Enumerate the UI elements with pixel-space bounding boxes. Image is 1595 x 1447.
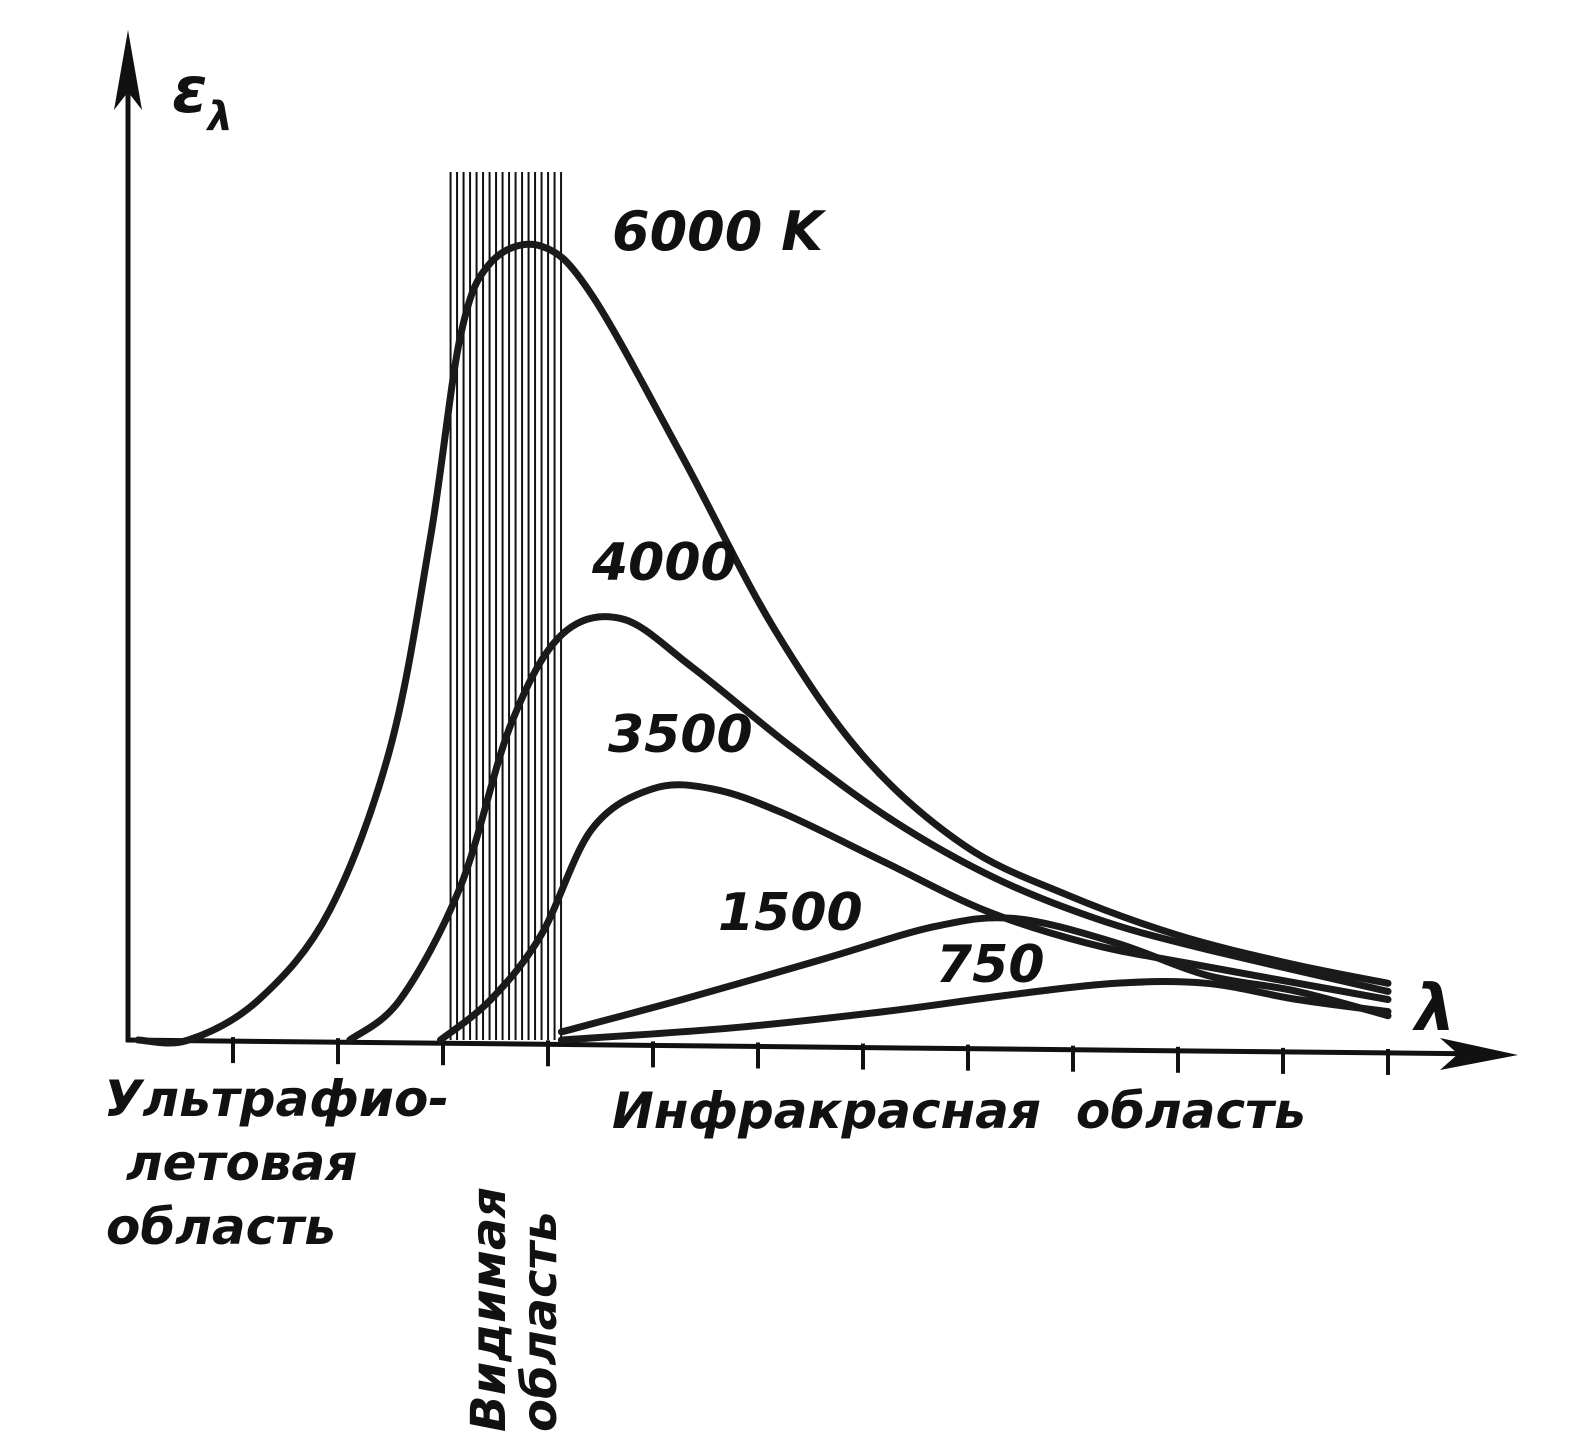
uv-region-label-line3: область (106, 1198, 336, 1256)
series-curve-0 (134, 240, 1392, 1047)
series-curve-3 (557, 914, 1392, 1036)
y-axis-subscript: λ (206, 94, 233, 140)
y-axis-arrow-icon (114, 30, 142, 110)
visible-band (449, 172, 563, 1040)
x-axis-ticks (231, 1037, 1390, 1075)
series-curves (134, 240, 1392, 1047)
x-axis (125, 1037, 1491, 1057)
uv-region-label-line2: летовая (126, 1134, 357, 1192)
series-curve-1 (346, 613, 1392, 1044)
series-curve-4 (557, 978, 1392, 1044)
axes (114, 30, 1518, 1070)
series-curve-2 (437, 781, 1392, 1044)
infrared-region-label: Инфракрасная область (612, 1082, 1306, 1140)
x-axis-arrow-icon (1440, 1038, 1518, 1070)
uv-region-label-line1: Ультрафио- (104, 1070, 449, 1128)
series-label-1500: 1500 (718, 883, 863, 943)
series-label-6000: 6000 K (612, 200, 827, 263)
series-label-3500: 3500 (608, 705, 753, 765)
visible-region-label-line2: область (512, 1211, 568, 1432)
series-label-750: 750 (936, 935, 1045, 995)
y-axis-label: ελ (172, 54, 233, 140)
visible-region-label-line1: Видимая (461, 1187, 517, 1432)
x-axis-label: λ (1412, 972, 1456, 1046)
y-axis-symbol: ε (172, 54, 208, 128)
series-label-4000: 4000 (591, 533, 737, 593)
